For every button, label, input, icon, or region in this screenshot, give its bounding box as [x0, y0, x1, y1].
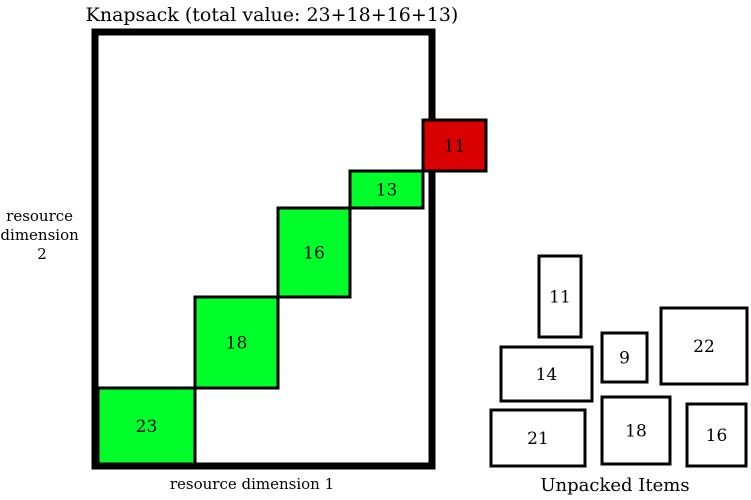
unpacked-item-value: 18 [625, 422, 647, 442]
unpacked-item-box [659, 306, 749, 386]
packed-item-value: 18 [226, 334, 248, 354]
packed-item-box [348, 169, 425, 210]
packed-item-box [276, 206, 352, 299]
unpacked-item-box [600, 331, 649, 384]
unpacked-items: 11 14 9 22 21 18 16 [489, 254, 749, 468]
unpacked-item-value: 11 [549, 288, 571, 308]
x-axis-label: resource dimension 1 [170, 475, 334, 493]
packed-item-value: 13 [376, 181, 398, 201]
unpacked-item-4: 22 [659, 306, 749, 386]
unpacked-item-box [537, 254, 583, 339]
unpacked-items-caption: Unpacked Items [540, 475, 689, 496]
unpacked-item-value: 9 [619, 349, 630, 369]
packed-item-value: 23 [136, 417, 158, 437]
y-axis-label: resource dimension 2 [0, 207, 83, 263]
y-axis-label-line-2: dimension [0, 226, 79, 244]
rejected-item-value: 11 [444, 137, 466, 157]
packed-item-3: 16 [276, 206, 352, 299]
unpacked-item-5: 21 [489, 408, 587, 468]
unpacked-item-1: 11 [537, 254, 583, 339]
knapsack-container [91, 28, 436, 470]
packed-item-box [96, 386, 197, 466]
unpacked-item-value: 22 [693, 337, 715, 357]
unpacked-item-box [600, 395, 672, 466]
unpacked-item-value: 14 [536, 365, 558, 385]
rejected-item-5: 11 [421, 118, 488, 173]
unpacked-item-box [685, 402, 748, 468]
unpacked-item-value: 16 [706, 426, 728, 446]
packed-item-1: 23 [96, 386, 197, 466]
packed-item-value: 16 [303, 244, 325, 264]
diagram-title: Knapsack (total value: 23+18+16+13) [86, 4, 459, 26]
unpacked-item-7: 16 [685, 402, 748, 468]
unpacked-item-box [499, 345, 594, 403]
unpacked-item-6: 18 [600, 395, 672, 466]
packed-item-box [193, 295, 280, 390]
rejected-item-box [421, 118, 488, 173]
y-axis-label-line-1: resource [6, 207, 73, 225]
unpacked-item-box [489, 408, 587, 468]
y-axis-label-line-3: 2 [37, 245, 47, 263]
unpacked-item-value: 21 [527, 429, 549, 449]
packed-item-2: 18 [193, 295, 280, 390]
unpacked-item-3: 9 [600, 331, 649, 384]
packed-items: 23 18 16 13 11 [96, 118, 488, 466]
packed-item-4: 13 [348, 169, 425, 210]
unpacked-item-2: 14 [499, 345, 594, 403]
